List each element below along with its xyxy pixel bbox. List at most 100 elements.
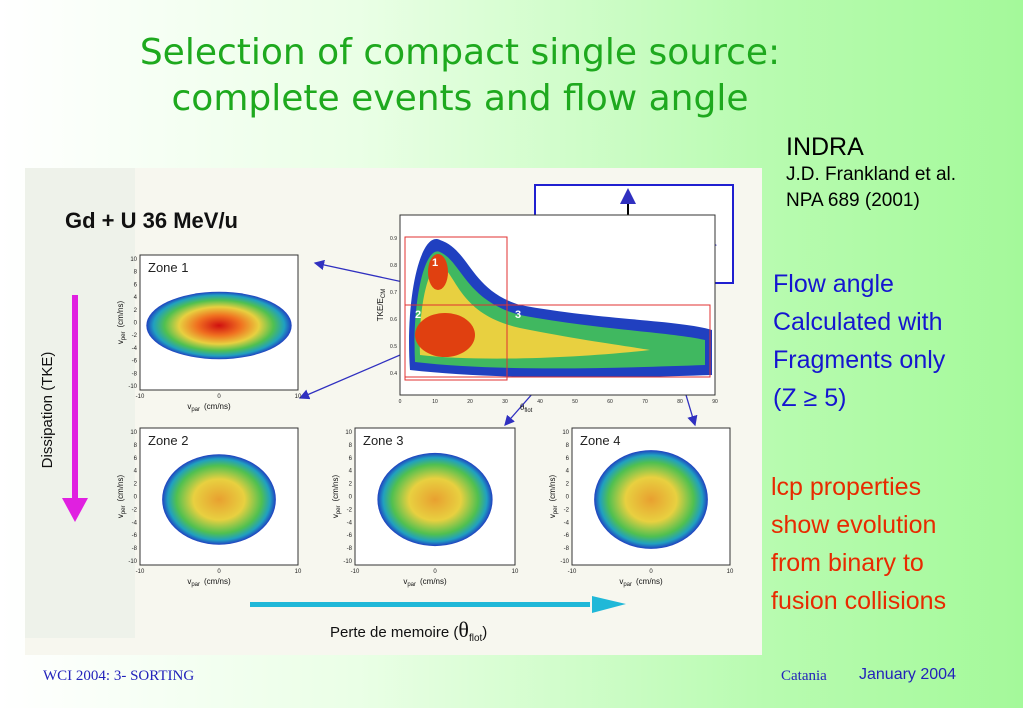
x-tick-label: 10 <box>432 399 438 405</box>
axis-sub: per <box>336 505 342 514</box>
footer-place: Catania <box>781 668 827 684</box>
y-tick-label: 8 <box>134 270 138 276</box>
y-tick-label: 4 <box>349 469 353 475</box>
x-tick-label: 10 <box>727 569 734 575</box>
figure-panel <box>25 168 135 638</box>
axis-label: vper (cm/ns) <box>116 475 127 519</box>
note-line: (Z ≥ 5) <box>773 384 847 412</box>
y-tick-label: 0.4 <box>390 371 397 377</box>
x-label-suffix: ) <box>482 624 487 641</box>
x-tick-label: 10 <box>512 569 519 575</box>
axis-unit: (cm/ns) <box>116 301 125 328</box>
y-tick-label: 2 <box>566 482 570 488</box>
arrow-head <box>592 596 626 613</box>
x-label-prefix: Perte de memoire ( <box>330 624 458 641</box>
y-tick-label: 10 <box>130 430 137 436</box>
y-tick-label: 0 <box>349 495 353 501</box>
x-label-main: θ <box>520 402 524 412</box>
axis-label: vpar (cm/ns) <box>187 402 231 413</box>
axis-label: vpar (cm/ns) <box>619 577 663 588</box>
y-tick-label: -10 <box>128 384 137 390</box>
y-tick-label: -10 <box>343 559 352 565</box>
y-tick-label: -8 <box>564 546 570 552</box>
axis-symbol: v <box>187 402 191 411</box>
axis-sub: par <box>407 582 416 588</box>
y-tick-label: 6 <box>349 456 353 462</box>
y-tick-label: 6 <box>566 456 570 462</box>
x-tick-label: 80 <box>677 399 683 405</box>
axis-unit: (cm/ns) <box>204 577 231 586</box>
axis-label: vper (cm/ns) <box>331 475 342 519</box>
axis-unit: (cm/ns) <box>204 402 231 411</box>
axis-symbol: v <box>548 514 557 518</box>
y-tick-label: -2 <box>132 333 138 339</box>
footer-left: WCI 2004: 3- SORTING <box>43 668 195 684</box>
authors: J.D. Frankland et al. <box>786 164 957 185</box>
zone-label: Zone 2 <box>148 433 188 448</box>
note: Flow angle Calculated with Fragments onl… <box>773 265 945 417</box>
axis-symbol: v <box>331 514 340 518</box>
x-label-symbol: θ <box>458 617 469 642</box>
x-tick-label: 90 <box>712 399 718 405</box>
x-tick-label: 0 <box>433 569 437 575</box>
y-label: TKE/ECM <box>376 289 387 321</box>
title-line: complete events and flow angle <box>171 78 749 119</box>
axis-sub: per <box>121 331 127 340</box>
x-label-sub: flot <box>469 633 483 644</box>
y-tick-label: 8 <box>349 443 353 449</box>
axis-symbol: v <box>116 514 125 518</box>
figure-heading: Gd + U 36 MeV/u <box>65 208 238 233</box>
arrow-head <box>62 498 88 522</box>
y-tick-label: 6 <box>134 282 138 288</box>
axis-sub: per <box>553 505 559 514</box>
axis-unit: (cm/ns) <box>636 577 663 586</box>
y-tick-label: 6 <box>134 456 138 462</box>
axis-label: vper (cm/ns) <box>548 475 559 519</box>
x-label-sub: flot <box>524 408 532 414</box>
reference: INDRA J.D. Frankland et al. NPA 689 (200… <box>786 132 956 214</box>
x-tick-label: 10 <box>295 569 302 575</box>
y-tick-label: 10 <box>345 430 352 436</box>
y-tick-label: -8 <box>132 546 138 552</box>
y-tick-label: 4 <box>134 469 138 475</box>
axis-symbol: v <box>619 577 623 586</box>
y-tick-label: -10 <box>560 559 569 565</box>
y-tick-label: 10 <box>130 257 137 263</box>
y-label-sub: CM <box>381 289 387 298</box>
density <box>146 291 292 360</box>
y-tick-label: 0.8 <box>390 263 397 269</box>
note-line: Fragments only <box>773 346 946 374</box>
x-tick-label: 50 <box>572 399 578 405</box>
zone-label: Zone 1 <box>148 260 188 275</box>
density <box>377 452 493 547</box>
y-tick-label: 0.5 <box>390 344 397 350</box>
x-tick-label: 70 <box>642 399 648 405</box>
x-tick-label: -10 <box>136 569 145 575</box>
y-tick-label: 0 <box>134 495 138 501</box>
axis-sub: par <box>623 582 632 588</box>
y-tick-label: -4 <box>132 520 138 526</box>
y-tick-label: 0.9 <box>390 236 397 242</box>
y-tick-label: -2 <box>347 507 353 513</box>
density <box>594 450 708 549</box>
axis-sub: par <box>191 407 200 413</box>
y-label: Dissipation (TKE) <box>39 352 56 469</box>
y-tick-label: 2 <box>349 482 353 488</box>
x-label: Perte de memoire (θflot) <box>330 617 487 644</box>
title: Selection of compact single source: comp… <box>60 30 860 122</box>
experiment: INDRA <box>786 133 864 161</box>
region-label: 2 <box>415 309 421 321</box>
y-tick-label: 4 <box>134 295 138 301</box>
axis-label: vpar (cm/ns) <box>187 577 231 588</box>
axis-unit: (cm/ns) <box>548 475 557 502</box>
y-tick-label: -2 <box>564 507 570 513</box>
axis-symbol: v <box>116 340 125 344</box>
arrow <box>72 295 78 500</box>
y-tick-label: 0.7 <box>390 290 397 296</box>
y-tick-label: -10 <box>128 559 137 565</box>
zone-label: Zone 4 <box>580 433 620 448</box>
x-tick-label: -10 <box>568 569 577 575</box>
axis-unit: (cm/ns) <box>420 577 447 586</box>
note-line: from binary to <box>771 549 924 577</box>
